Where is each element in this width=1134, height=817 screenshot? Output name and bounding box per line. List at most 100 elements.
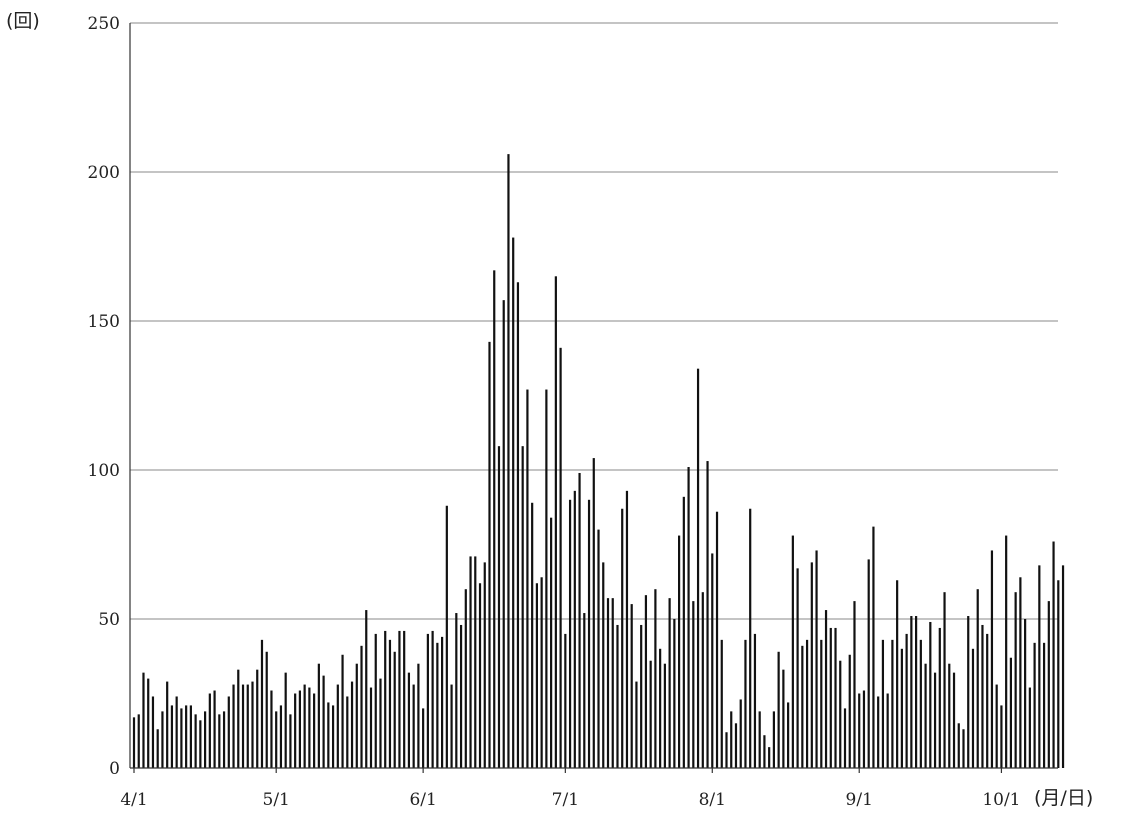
y-tick-label: 250 [88,14,120,34]
bar-day-59 [412,684,415,768]
bar-day-195 [1057,580,1060,768]
bar-day-177 [971,648,975,768]
bar-day-145 [820,639,823,768]
bar-day-101 [611,598,614,768]
bar-day-192 [1042,642,1046,768]
bar-day-186 [1014,592,1017,768]
bar-day-150 [843,708,847,768]
bar-day-47 [355,663,358,768]
bar-day-99 [602,562,605,768]
bar-day-130 [749,508,752,768]
bar-day-41 [327,702,330,768]
y-tick-label: 0 [109,759,120,779]
bar-day-174 [957,723,960,768]
bar-day-179 [981,624,984,768]
bar-day-125 [725,732,728,768]
bar-day-16 [208,693,211,768]
bar-day-144 [815,550,818,768]
x-axis-unit-label: (月/日) [1034,787,1093,809]
bar-day-30 [275,711,278,768]
bar-day-182 [995,684,998,768]
bar-day-153 [858,693,861,768]
bar-day-171 [943,592,946,768]
bar-day-80 [512,237,515,768]
bar-day-156 [872,526,875,768]
bar-day-58 [407,672,411,768]
bar-day-51 [374,633,377,768]
bar-day-32 [284,672,287,768]
bar-day-40 [322,675,325,768]
bar-day-122 [711,553,714,768]
bar-day-31 [279,705,283,768]
bar-day-84 [531,502,534,768]
bar-day-28 [265,651,268,768]
bar-day-194 [1052,541,1055,768]
bar-day-127 [734,723,738,768]
bar-day-113 [668,598,671,768]
bar-day-111 [659,648,662,768]
bar-series [132,154,1065,768]
bar-day-196 [1061,565,1065,768]
bar-day-110 [654,589,657,768]
bar-day-133 [763,735,766,768]
bar-day-169 [933,672,937,768]
bar-day-64 [436,642,439,768]
bar-day-184 [1005,535,1008,768]
x-tick-label: 7/1 [552,790,579,810]
bar-day-131 [753,633,757,768]
bar-day-66 [445,505,448,768]
x-tick-label: 6/1 [409,790,436,810]
y-tick-label: 150 [88,312,120,332]
bar-day-45 [346,696,349,768]
bar-day-100 [606,598,610,768]
bar-day-73 [478,583,482,768]
bar-day-142 [805,639,809,768]
y-tick-label: 50 [98,610,120,630]
bar-day-112 [663,663,666,768]
bar-day-75 [488,341,491,768]
bar-day-187 [1019,577,1022,768]
bar-day-149 [839,660,842,768]
bar-day-115 [678,535,681,768]
bar-day-83 [526,389,529,768]
gridlines [130,22,1058,620]
bar-day-69 [459,624,463,768]
bar-day-44 [341,654,344,768]
bar-day-126 [730,711,733,768]
bar-day-76 [493,270,496,768]
bar-day-108 [644,595,648,768]
bar-day-104 [625,490,629,768]
bar-day-85 [535,583,538,768]
bar-day-42 [331,705,335,768]
bar-day-166 [919,639,922,768]
bar-day-137 [782,669,785,768]
bar-day-118 [692,601,695,768]
x-tick-label: 10/1 [982,790,1020,810]
bar-day-77 [497,446,501,768]
bar-day-152 [853,601,856,768]
bar-day-74 [483,562,486,768]
bar-day-103 [621,508,624,768]
bar-day-3 [147,678,150,768]
bar-day-26 [256,669,259,768]
bar-day-5 [156,729,159,768]
y-tick-label: 200 [88,163,120,183]
bar-day-20 [227,696,230,768]
bar-day-138 [787,702,790,768]
bar-day-180 [986,633,989,768]
bar-day-91 [564,633,567,768]
bar-day-54 [388,639,392,768]
bar-day-147 [829,627,832,768]
bar-day-107 [640,624,643,768]
bar-day-36 [303,684,306,768]
bar-day-114 [673,619,676,768]
bar-day-23 [241,684,245,768]
bar-day-35 [298,690,301,768]
bar-day-106 [635,681,638,768]
bar-day-116 [682,496,685,768]
bar-day-92 [568,499,572,768]
bar-day-62 [426,633,429,768]
bar-day-71 [469,556,472,768]
